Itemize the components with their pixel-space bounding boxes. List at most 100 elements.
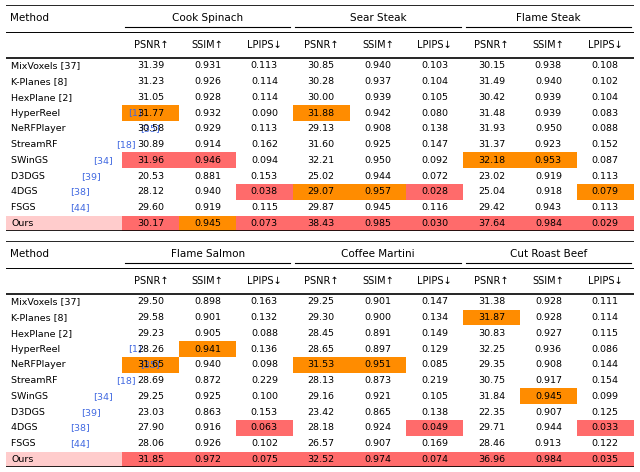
Text: 0.229: 0.229 <box>251 376 278 385</box>
Text: 31.96: 31.96 <box>137 156 164 165</box>
Text: 0.940: 0.940 <box>535 77 562 86</box>
Text: 0.929: 0.929 <box>194 124 221 134</box>
Text: Flame Steak: Flame Steak <box>516 13 580 23</box>
Text: 30.15: 30.15 <box>478 61 505 70</box>
Text: K-Planes [8]: K-Planes [8] <box>12 77 68 86</box>
Text: 0.951: 0.951 <box>365 360 392 370</box>
Text: 0.926: 0.926 <box>194 77 221 86</box>
Text: 36.96: 36.96 <box>478 455 505 464</box>
Text: 28.46: 28.46 <box>478 439 505 448</box>
Text: 0.098: 0.098 <box>251 360 278 370</box>
Text: 29.25: 29.25 <box>138 392 164 401</box>
Text: 0.108: 0.108 <box>592 61 619 70</box>
Text: 31.93: 31.93 <box>478 124 505 134</box>
Text: 0.102: 0.102 <box>592 77 619 86</box>
Bar <box>577 420 634 436</box>
Text: Cut Roast Beef: Cut Roast Beef <box>510 249 587 259</box>
Text: 32.25: 32.25 <box>478 345 505 354</box>
Text: 28.13: 28.13 <box>308 376 335 385</box>
Text: 0.104: 0.104 <box>421 77 448 86</box>
Text: SSIM↑: SSIM↑ <box>362 276 394 286</box>
Text: 0.113: 0.113 <box>591 203 619 212</box>
Bar <box>122 357 179 373</box>
Text: 28.65: 28.65 <box>308 345 335 354</box>
Bar <box>293 216 349 231</box>
Text: 23.02: 23.02 <box>478 172 505 181</box>
Text: 0.099: 0.099 <box>592 392 619 401</box>
Text: LPIPS↓: LPIPS↓ <box>247 40 282 50</box>
Text: FSGS: FSGS <box>12 439 39 448</box>
Text: [44]: [44] <box>70 439 90 448</box>
Text: 0.147: 0.147 <box>421 140 448 149</box>
Text: [1]: [1] <box>128 345 141 354</box>
Bar <box>179 452 236 467</box>
Text: 31.53: 31.53 <box>308 360 335 370</box>
Text: [35]: [35] <box>140 124 159 134</box>
Bar <box>577 184 634 200</box>
Text: 0.085: 0.085 <box>421 360 448 370</box>
Text: 0.029: 0.029 <box>592 219 619 228</box>
Text: Ours: Ours <box>12 455 34 464</box>
Text: Sear Steak: Sear Steak <box>349 13 406 23</box>
Text: 31.48: 31.48 <box>478 109 505 118</box>
Text: 0.063: 0.063 <box>251 423 278 432</box>
Text: 28.69: 28.69 <box>138 376 164 385</box>
Text: LPIPS↓: LPIPS↓ <box>588 276 623 286</box>
Bar <box>349 216 406 231</box>
Text: 28.18: 28.18 <box>308 423 335 432</box>
Text: 30.58: 30.58 <box>137 124 164 134</box>
Text: 0.102: 0.102 <box>251 439 278 448</box>
Text: SSIM↑: SSIM↑ <box>362 40 394 50</box>
Text: 0.907: 0.907 <box>535 408 562 417</box>
Text: 0.897: 0.897 <box>365 345 392 354</box>
Text: 0.972: 0.972 <box>194 455 221 464</box>
Text: 0.072: 0.072 <box>421 172 448 181</box>
Text: [18]: [18] <box>116 376 136 385</box>
Text: 22.35: 22.35 <box>478 408 505 417</box>
Text: 28.45: 28.45 <box>308 329 335 338</box>
Text: 0.957: 0.957 <box>365 187 392 196</box>
Text: 0.219: 0.219 <box>421 376 448 385</box>
Bar <box>349 357 406 373</box>
Text: 0.946: 0.946 <box>194 156 221 165</box>
Bar <box>293 184 349 200</box>
Text: 0.905: 0.905 <box>194 329 221 338</box>
Text: HexPlane [2]: HexPlane [2] <box>12 329 72 338</box>
Text: 0.945: 0.945 <box>535 392 562 401</box>
Text: 0.863: 0.863 <box>194 408 221 417</box>
Text: 0.086: 0.086 <box>592 345 619 354</box>
Text: 31.39: 31.39 <box>137 61 164 70</box>
Text: PSNR↑: PSNR↑ <box>474 276 509 286</box>
Text: 0.111: 0.111 <box>592 297 619 306</box>
Text: 0.927: 0.927 <box>535 329 562 338</box>
Text: 0.939: 0.939 <box>364 93 392 102</box>
Text: NeRFPlayer: NeRFPlayer <box>12 360 69 370</box>
Text: 0.079: 0.079 <box>592 187 619 196</box>
Text: 0.944: 0.944 <box>535 423 562 432</box>
Text: 20.53: 20.53 <box>137 172 164 181</box>
Bar <box>293 357 349 373</box>
Text: 0.113: 0.113 <box>251 61 278 70</box>
Bar <box>406 216 463 231</box>
Text: 0.943: 0.943 <box>535 203 562 212</box>
Text: StreamRF: StreamRF <box>12 376 61 385</box>
Bar <box>293 105 349 121</box>
Text: 0.891: 0.891 <box>365 329 392 338</box>
Text: 0.169: 0.169 <box>421 439 448 448</box>
Text: 30.17: 30.17 <box>137 219 164 228</box>
Text: Method: Method <box>10 13 49 23</box>
Text: 0.103: 0.103 <box>421 61 449 70</box>
Bar <box>406 184 463 200</box>
Text: PSNR↑: PSNR↑ <box>474 40 509 50</box>
Text: 0.908: 0.908 <box>365 124 392 134</box>
Text: 0.116: 0.116 <box>421 203 448 212</box>
Text: HexPlane [2]: HexPlane [2] <box>12 93 72 102</box>
Text: 31.85: 31.85 <box>137 455 164 464</box>
Bar <box>520 216 577 231</box>
Text: 26.57: 26.57 <box>308 439 335 448</box>
Text: Coffee Martini: Coffee Martini <box>341 249 415 259</box>
Text: 0.147: 0.147 <box>421 297 448 306</box>
Text: 0.950: 0.950 <box>535 124 562 134</box>
Text: 31.84: 31.84 <box>478 392 505 401</box>
Bar <box>463 310 520 326</box>
